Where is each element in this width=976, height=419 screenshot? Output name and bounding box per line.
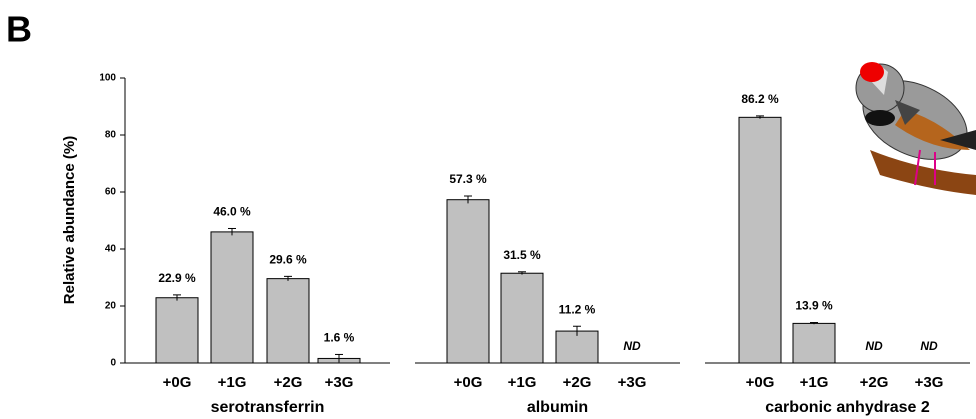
value-label: 1.6 % bbox=[324, 331, 355, 345]
value-label: ND bbox=[623, 339, 641, 353]
x-tick-label: +1G bbox=[800, 374, 829, 391]
value-label: 11.2 % bbox=[559, 302, 596, 316]
value-label: ND bbox=[920, 339, 938, 353]
y-tick-label: 20 bbox=[105, 301, 117, 312]
y-tick-label: 100 bbox=[99, 73, 116, 84]
value-label: 86.2 % bbox=[741, 92, 779, 106]
y-tick-label: 60 bbox=[105, 187, 117, 198]
bar bbox=[792, 322, 836, 364]
value-label: 29.6 % bbox=[269, 253, 307, 267]
bar bbox=[446, 199, 490, 364]
bar bbox=[155, 297, 199, 364]
x-tick-label: +0G bbox=[746, 374, 775, 391]
x-tick-label: +0G bbox=[454, 374, 483, 391]
bar bbox=[500, 272, 544, 364]
group-label: albumin bbox=[527, 399, 588, 416]
bar bbox=[555, 330, 599, 364]
value-label: ND bbox=[865, 339, 883, 353]
x-tick-label: +3G bbox=[618, 374, 647, 391]
x-tick-label: +3G bbox=[915, 374, 944, 391]
y-tick-label: 0 bbox=[110, 358, 116, 369]
group-label: carbonic anhydrase 2 bbox=[765, 399, 930, 416]
panel-label: B bbox=[6, 9, 32, 50]
x-tick-label: +3G bbox=[325, 374, 354, 391]
y-axis-label: Relative abundance (%) bbox=[61, 136, 78, 304]
x-tick-label: +2G bbox=[860, 374, 889, 391]
x-tick-label: +0G bbox=[163, 374, 192, 391]
value-label: 57.3 % bbox=[449, 172, 487, 186]
value-label: 31.5 % bbox=[503, 248, 541, 262]
bar bbox=[210, 231, 254, 364]
group-label: serotransferrin bbox=[211, 399, 325, 416]
bird-illustration bbox=[855, 62, 976, 195]
x-tick-label: +1G bbox=[508, 374, 537, 391]
y-tick-label: 80 bbox=[105, 130, 117, 141]
bar bbox=[266, 278, 310, 364]
value-label: 46.0 % bbox=[213, 205, 251, 219]
x-tick-label: +2G bbox=[563, 374, 592, 391]
bar bbox=[738, 116, 782, 364]
value-label: 22.9 % bbox=[158, 271, 196, 285]
value-label: 13.9 % bbox=[795, 299, 833, 313]
x-tick-label: +1G bbox=[218, 374, 247, 391]
y-tick-label: 40 bbox=[105, 244, 117, 255]
x-tick-label: +2G bbox=[274, 374, 303, 391]
